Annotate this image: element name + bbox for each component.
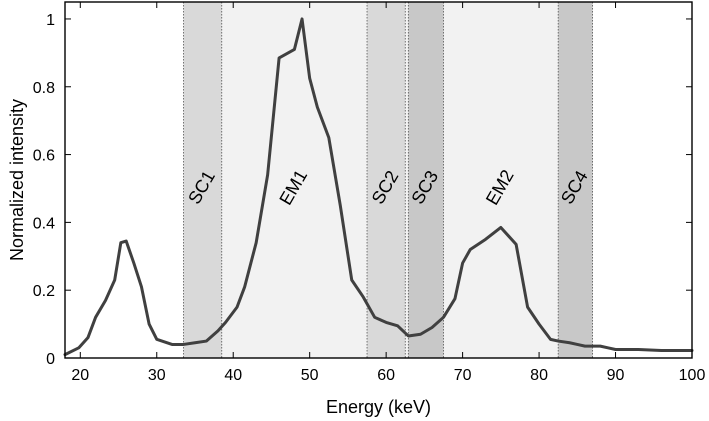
- bands: [183, 2, 593, 358]
- band-sc4: [558, 2, 593, 358]
- x-ticks: 20 30 40 50 60 70 80 90 100: [71, 2, 705, 384]
- x-tick-label: 100: [679, 367, 706, 384]
- x-tick-label: 70: [454, 367, 472, 384]
- x-tick-label: 50: [301, 367, 319, 384]
- band-sc2: [367, 2, 406, 358]
- y-tick-label: 0.8: [33, 80, 55, 97]
- y-tick-label: 0.2: [33, 283, 55, 300]
- y-axis-label: Normalized intensity: [7, 99, 27, 261]
- plot-frame: [64, 1, 693, 359]
- x-tick-label: 40: [224, 367, 242, 384]
- y-tick-label: 0.4: [33, 215, 55, 232]
- x-axis-label: Energy (keV): [326, 397, 431, 417]
- y-ticks: 0 0.2 0.4 0.6 0.8 1: [33, 12, 692, 368]
- x-tick-label: 90: [607, 367, 625, 384]
- x-tick-label: 30: [148, 367, 166, 384]
- y-tick-label: 0.6: [33, 148, 55, 165]
- band-sc1: [183, 2, 222, 358]
- y-tick-label: 0: [46, 351, 55, 368]
- band-sc3: [408, 2, 444, 358]
- x-tick-label: 20: [71, 367, 89, 384]
- series: [63, 17, 694, 357]
- series-line-spectrum: [63, 17, 694, 357]
- x-tick-label: 60: [377, 367, 395, 384]
- y-tick-label: 1: [46, 12, 55, 29]
- x-tick-label: 80: [530, 367, 548, 384]
